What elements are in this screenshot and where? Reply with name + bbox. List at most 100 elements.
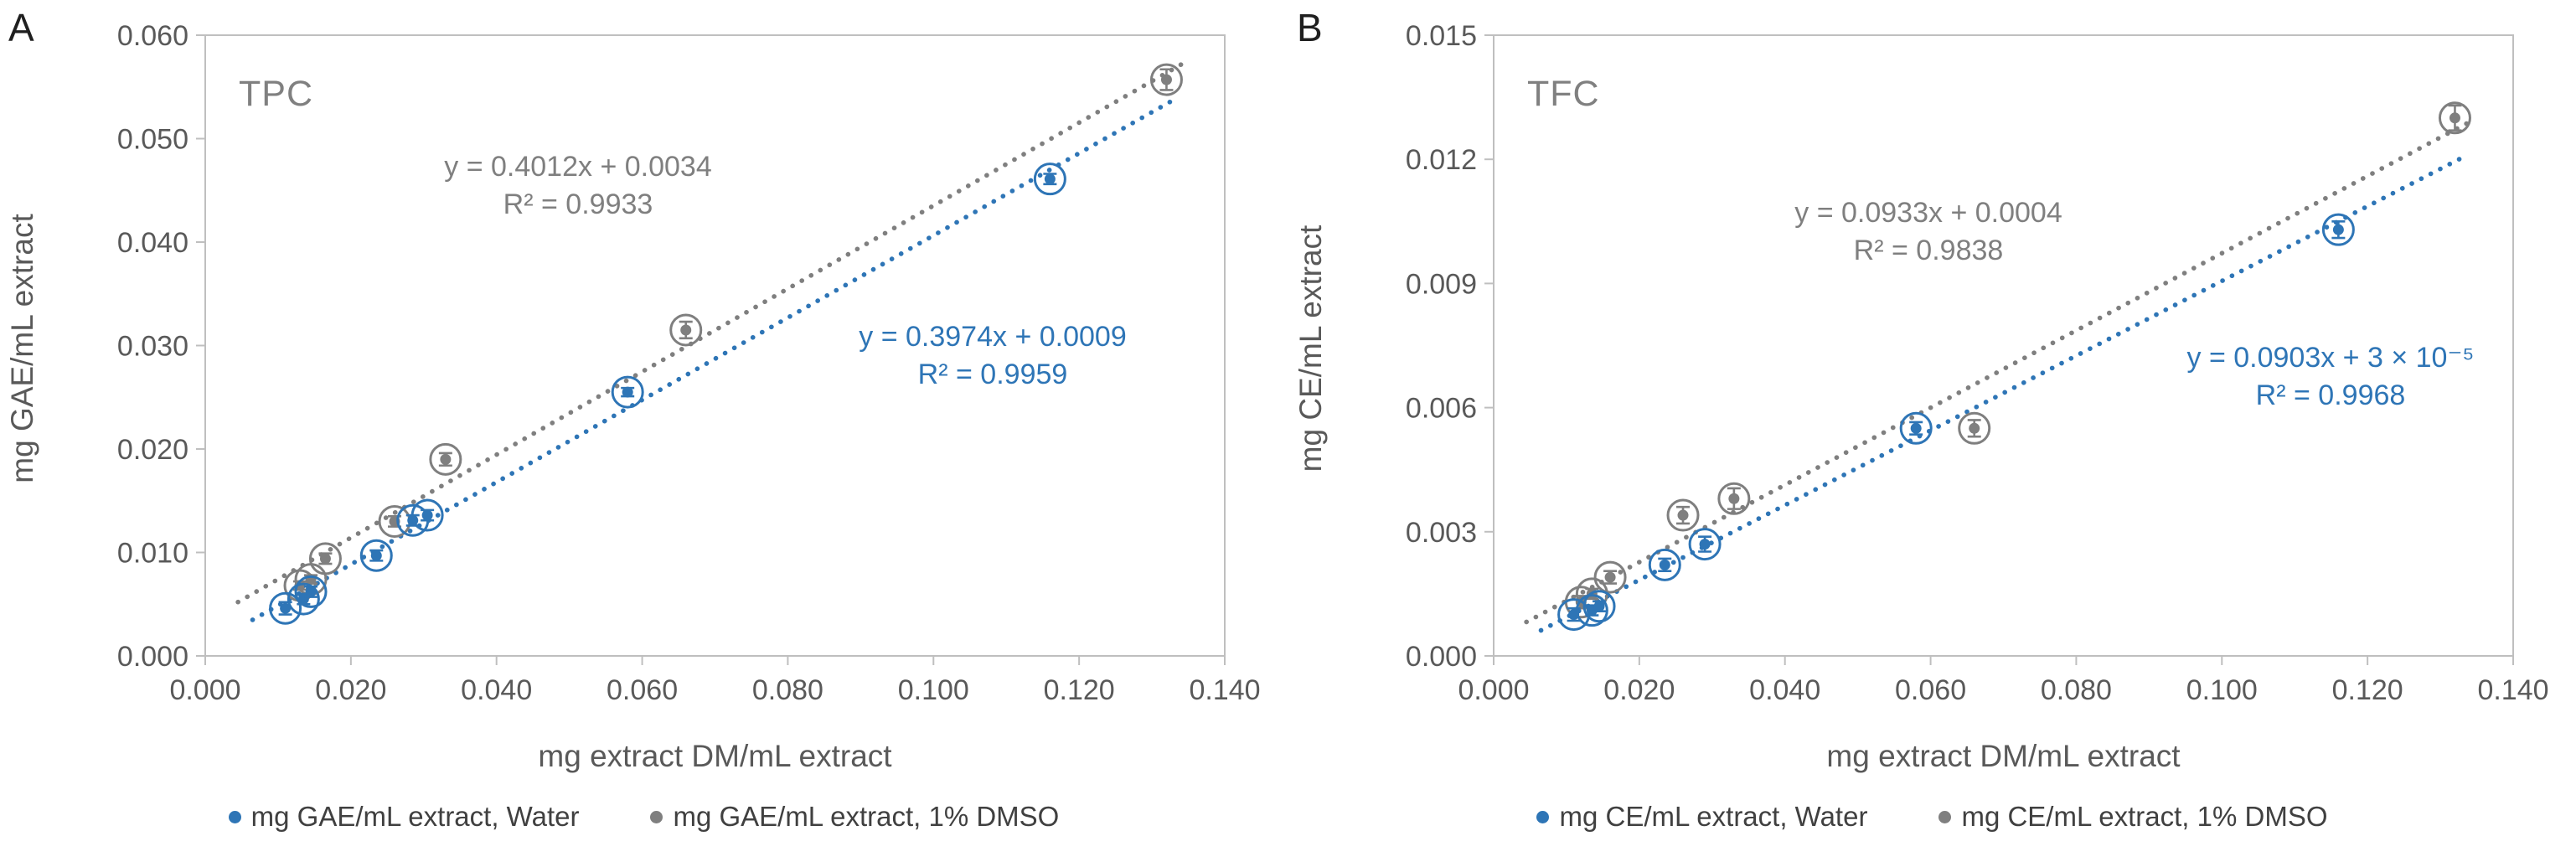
y-tick-label: 0.012 (1406, 144, 1477, 176)
x-tick-label: 0.040 (1749, 674, 1820, 706)
trend-equation-dmso: y = 0.4012x + 0.0034 R² = 0.9933 (444, 148, 711, 224)
y-tick-label: 0.040 (117, 227, 188, 259)
data-point (319, 553, 331, 565)
data-point-ring (1717, 482, 1751, 515)
data-point (440, 453, 452, 465)
data-point (1604, 571, 1616, 583)
y-tick-label: 0.060 (117, 20, 188, 52)
legend-marker-dmso (650, 810, 663, 823)
legend-label: mg CE/mL extract, Water (1559, 801, 1868, 832)
trendline (1538, 155, 2465, 633)
x-axis: 0.000 0.020 0.040 0.060 0.080 0.100 0.120 0.140 (1458, 656, 2549, 706)
equation-text: y = 0.4012x + 0.0034 (444, 151, 712, 183)
trendline (1524, 117, 2475, 625)
legend-item-dmso: mg GAE/mL extract, 1% DMSO (650, 801, 1059, 833)
legend-label: mg GAE/mL extract, Water (250, 801, 580, 832)
data-point-ring (1899, 411, 1933, 445)
chart-panel-tpc: A mg GAE/mL extract 0.000 0.020 0.040 0.060… (5, 6, 1261, 833)
x-tick-label: 0.140 (2477, 674, 2548, 706)
equation-text: y = 0.3974x + 0.0009 (859, 321, 1127, 353)
data-point-ring (1575, 594, 1608, 627)
data-point-ring (287, 582, 320, 616)
data-point-ring (1958, 411, 1991, 445)
trend-equation-dmso: y = 0.0933x + 0.0004 R² = 0.9838 (1794, 194, 2062, 270)
x-tick-label: 0.060 (607, 674, 678, 706)
data-point (1677, 509, 1689, 521)
data-point-ring (1582, 590, 1616, 623)
x-tick-label: 0.020 (1603, 674, 1675, 706)
data-point-ring (429, 442, 462, 476)
trend-equation-water: y = 0.0903x + 3 × 10⁻⁵ R² = 0.9968 (2186, 339, 2474, 415)
legend-marker-water (228, 810, 241, 823)
data-point-ring (2321, 213, 2355, 246)
data-point-ring (359, 539, 393, 572)
x-tick-label: 0.000 (1458, 674, 1529, 706)
x-tick-label: 0.000 (169, 674, 240, 706)
data-point-ring (308, 542, 342, 575)
x-axis: 0.000 0.020 0.040 0.060 0.080 0.100 0.120 0.140 (169, 656, 1261, 706)
data-point-ring (1666, 498, 1700, 532)
scatter-plot-tfc: 0.000 0.020 0.040 0.060 0.080 0.100 0.120 0.140… (1406, 20, 2549, 706)
y-axis: 0.000 0.003 0.006 0.009 0.012 0.015 (1406, 20, 1494, 673)
data-point-ring (1149, 63, 1183, 96)
x-tick-label: 0.080 (752, 674, 823, 706)
y-tick-label: 0.003 (1406, 517, 1477, 549)
trendline (235, 59, 1187, 605)
trendline (250, 97, 1176, 622)
panel-letter: B (1297, 6, 1323, 49)
y-axis: 0.000 0.010 0.020 0.030 0.040 0.050 0.060 (117, 20, 205, 673)
legend: mg CE/mL extract, Water mg CE/mL extract… (1288, 801, 2576, 833)
series-points (269, 163, 1066, 625)
legend-item-dmso: mg CE/mL extract, 1% DMSO (1938, 801, 2328, 833)
x-axis-title: mg extract DM/mL extract (538, 739, 892, 773)
data-point (2332, 224, 2344, 235)
y-tick-label: 0.000 (117, 641, 188, 673)
legend-item-water: mg CE/mL extract, Water (1536, 801, 1867, 833)
chart-title: TPC (239, 74, 313, 114)
legend-marker-water (1536, 810, 1550, 823)
data-point-ring (410, 498, 444, 532)
r-squared-text: R² = 0.9933 (503, 188, 653, 220)
x-tick-label: 0.100 (898, 674, 969, 706)
data-point (1910, 422, 1922, 434)
data-point (622, 386, 633, 398)
x-tick-label: 0.120 (2332, 674, 2403, 706)
chart-panel-tfc: B mg CE/mL extract 0.000 0.020 0.040 0.060 0… (1288, 0, 2576, 867)
data-point (280, 602, 292, 614)
data-point (2449, 112, 2460, 124)
series-points (1564, 101, 2471, 619)
x-tick-label: 0.040 (461, 674, 532, 706)
trend-equation-water: y = 0.3974x + 0.0009 R² = 0.9959 (859, 318, 1126, 394)
data-point (370, 550, 382, 561)
data-point (1593, 601, 1605, 612)
data-point (421, 509, 433, 521)
data-point-ring (611, 375, 644, 409)
legend-label: mg GAE/mL extract, 1% DMSO (673, 801, 1060, 832)
data-point-ring (2438, 101, 2471, 135)
x-tick-label: 0.060 (1895, 674, 1966, 706)
x-tick-label: 0.100 (2186, 674, 2258, 706)
y-tick-label: 0.030 (117, 331, 188, 363)
y-tick-label: 0.006 (1406, 393, 1477, 425)
r-squared-text: R² = 0.9968 (2255, 379, 2406, 411)
data-point (1160, 74, 1172, 85)
data-point (1969, 422, 1980, 434)
data-point-ring (669, 313, 703, 347)
data-point (1728, 493, 1740, 504)
legend-label: mg CE/mL extract, 1% DMSO (1961, 801, 2328, 832)
r-squared-text: R² = 0.9838 (1853, 235, 2004, 266)
y-tick-label: 0.000 (1406, 641, 1477, 673)
data-point (305, 586, 317, 597)
x-tick-label: 0.140 (1189, 674, 1260, 706)
y-tick-label: 0.015 (1406, 20, 1477, 52)
y-tick-label: 0.010 (117, 538, 188, 570)
x-tick-label: 0.020 (315, 674, 386, 706)
data-point-ring (1688, 528, 1722, 561)
data-point-ring (1033, 163, 1066, 196)
x-tick-label: 0.080 (2041, 674, 2112, 706)
equation-text: y = 0.0933x + 0.0004 (1794, 197, 2062, 229)
legend-item-water: mg GAE/mL extract, Water (228, 801, 580, 833)
data-point (1699, 539, 1711, 550)
scatter-plot-tpc: 0.000 0.020 0.040 0.060 0.080 0.100 0.120 0.140… (117, 20, 1261, 706)
data-point-ring (1648, 548, 1681, 581)
